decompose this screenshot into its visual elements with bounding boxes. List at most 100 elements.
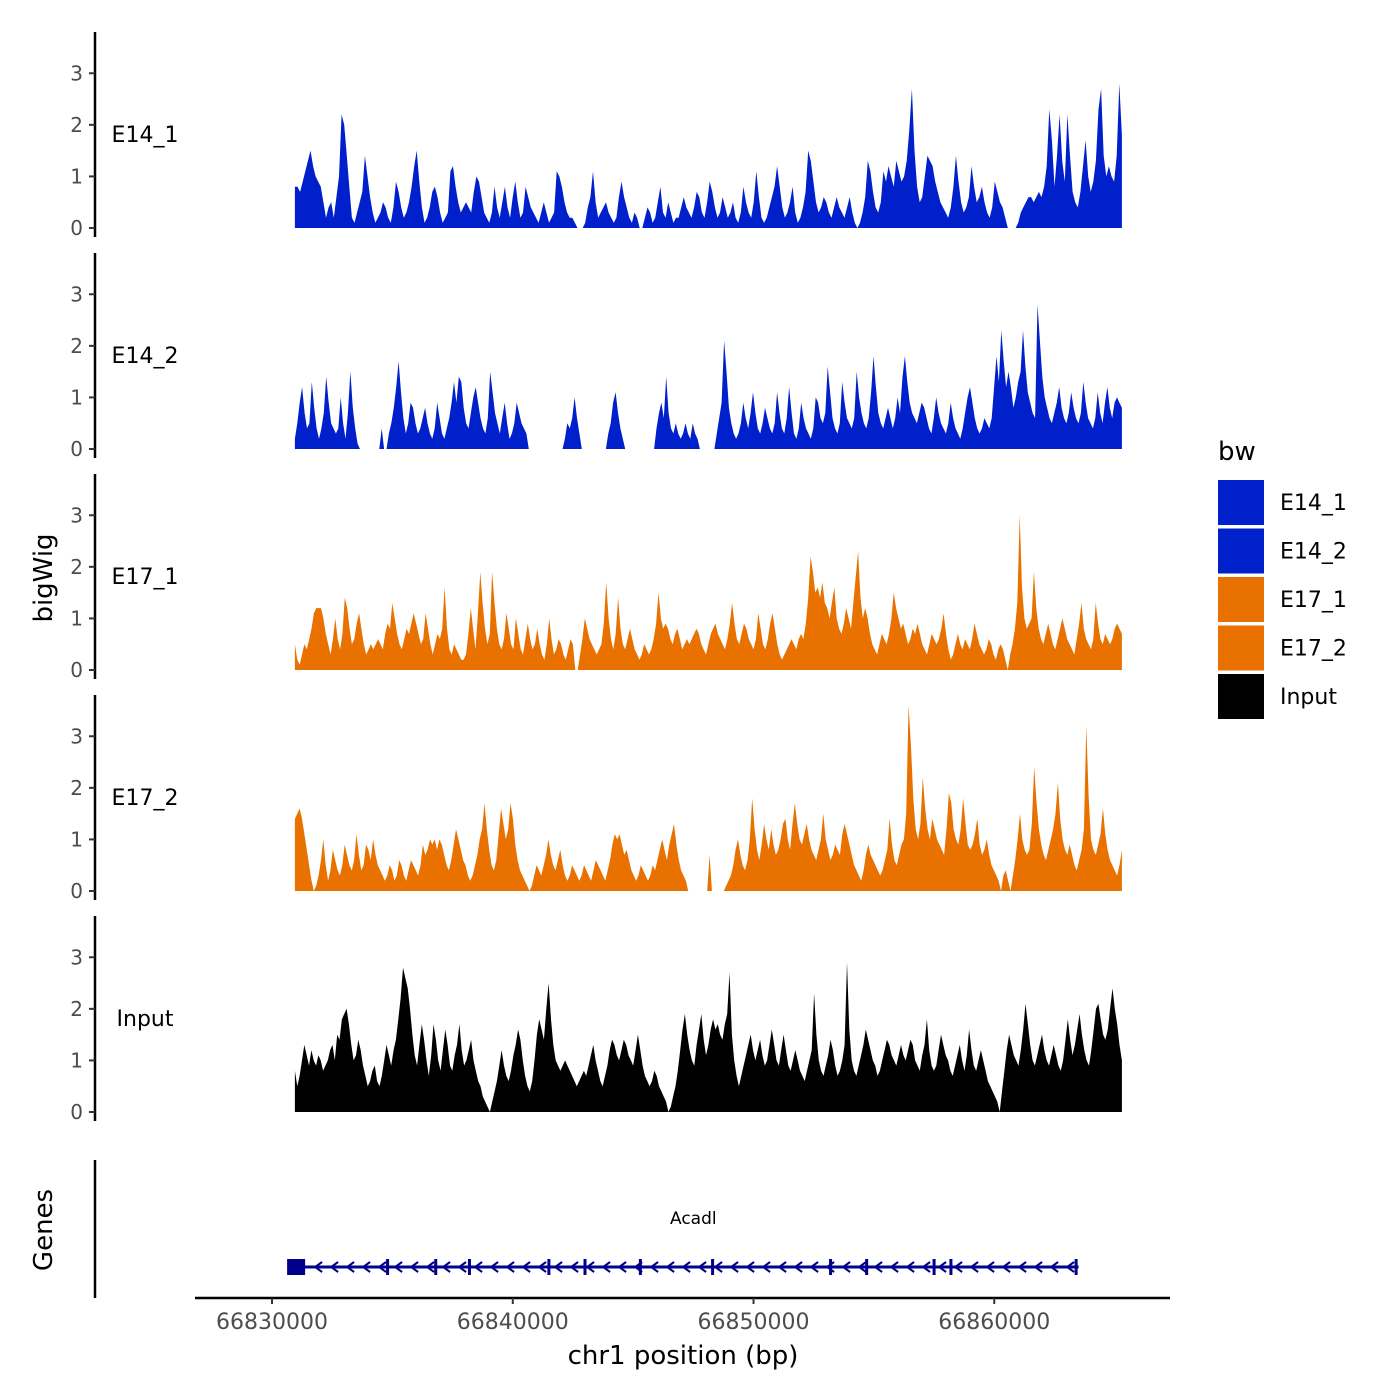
y-tick-label: 1	[70, 385, 83, 409]
area-E14_1	[294, 83, 1122, 228]
y-tick-label: 1	[70, 827, 83, 851]
strand-arrow	[969, 1261, 979, 1273]
track-label: Input	[117, 1007, 174, 1032]
track-label: E17_2	[112, 786, 179, 811]
y-tick-label: 0	[70, 658, 83, 682]
legend-swatch	[1218, 674, 1264, 719]
track-label: E14_2	[112, 344, 179, 369]
strand-arrow	[649, 1261, 659, 1273]
area-E17_2	[294, 705, 1122, 891]
y-tick-label: 3	[70, 724, 83, 748]
strand-arrow	[361, 1261, 371, 1273]
y-tick-label: 0	[70, 1100, 83, 1124]
exon	[711, 1259, 715, 1275]
strand-arrow	[985, 1261, 995, 1273]
legend-swatch	[1218, 528, 1264, 574]
exon	[932, 1259, 936, 1275]
strand-arrow	[921, 1261, 931, 1273]
strand-arrow	[553, 1261, 563, 1273]
legend-swatch	[1218, 480, 1264, 525]
legend-label: E17_1	[1280, 588, 1347, 613]
strand-arrow	[457, 1261, 467, 1273]
strand-arrow	[409, 1261, 419, 1273]
strand-arrow	[665, 1261, 675, 1273]
strand-arrow	[329, 1261, 339, 1273]
strand-arrow	[793, 1261, 803, 1273]
y-tick-label: 0	[70, 437, 83, 461]
exon	[434, 1259, 438, 1275]
exon	[287, 1259, 306, 1275]
legend-label: E14_1	[1280, 491, 1347, 516]
strand-arrow	[377, 1261, 387, 1273]
strand-arrow	[601, 1261, 611, 1273]
track-panels: 0 1 2 3 E14_1 0 1 2 3 E14_2 0 1 2 3 E17_1 0 1 2 3 E17_2 0 1 2 3…	[70, 32, 1122, 1124]
x-tick-label: 66850000	[698, 1310, 810, 1335]
y-tick-label: 2	[70, 776, 83, 800]
strand-arrow	[313, 1261, 323, 1273]
strand-arrow	[777, 1261, 787, 1273]
y-tick-label: 3	[70, 282, 83, 306]
strand-arrow	[473, 1261, 483, 1273]
strand-arrow	[425, 1261, 435, 1273]
y-tick-label: 2	[70, 555, 83, 579]
y-tick-label: 2	[70, 334, 83, 358]
strand-arrow	[537, 1261, 547, 1273]
legend-swatch	[1218, 625, 1264, 671]
legend-title: bw	[1218, 437, 1256, 467]
exon	[547, 1259, 551, 1275]
strand-arrow	[713, 1261, 723, 1273]
strand-arrow	[841, 1261, 851, 1273]
strand-arrow	[873, 1261, 883, 1273]
strand-arrow	[953, 1261, 963, 1273]
track-E17_2: 0 1 2 3 E17_2	[70, 695, 1122, 903]
strand-arrow	[729, 1261, 739, 1273]
y-tick-label: 1	[70, 164, 83, 188]
x-tick-label: 66840000	[457, 1310, 569, 1335]
strand-arrow	[681, 1261, 691, 1273]
strand-arrow	[889, 1261, 899, 1273]
strand-arrow	[441, 1261, 451, 1273]
area-E17_1	[294, 515, 1122, 670]
track-label: E17_1	[112, 565, 179, 590]
exon	[467, 1259, 471, 1275]
y-tick-label: 2	[70, 113, 83, 137]
x-tick-label: 66830000	[216, 1310, 328, 1335]
track-E17_1: 0 1 2 3 E17_1	[70, 474, 1122, 682]
y-tick-label: 3	[70, 945, 83, 969]
exon	[386, 1259, 390, 1275]
strand-arrow	[393, 1261, 403, 1273]
strand-arrow	[1017, 1261, 1027, 1273]
y-tick-label: 1	[70, 606, 83, 630]
y-tick-label: 3	[70, 503, 83, 527]
strand-arrow	[745, 1261, 755, 1273]
strand-arrow	[1033, 1261, 1043, 1273]
exon	[865, 1259, 869, 1275]
strand-arrow	[505, 1261, 515, 1273]
strand-arrow	[569, 1261, 579, 1273]
x-axis: 66830000 66840000 66850000 66860000	[195, 1296, 1170, 1335]
y-tick-label: 1	[70, 1048, 83, 1072]
legend: bw E14_1 E14_2 E17_1 E17_2 Input	[1218, 437, 1347, 719]
legend-swatch	[1218, 577, 1264, 622]
track-Input: 0 1 2 3 Input	[70, 916, 1122, 1124]
y-tick-label: 2	[70, 997, 83, 1021]
strand-arrow	[937, 1261, 947, 1273]
track-E14_1: 0 1 2 3 E14_1	[70, 32, 1122, 240]
y-tick-label: 0	[70, 216, 83, 240]
y-tick-label: 3	[70, 61, 83, 85]
exon	[583, 1259, 587, 1275]
strand-arrow	[761, 1261, 771, 1273]
strand-arrow	[521, 1261, 531, 1273]
y-tick-label: 0	[70, 879, 83, 903]
genes-panel: Acadl	[93, 1160, 1079, 1298]
strand-arrow	[617, 1261, 627, 1273]
strand-arrow	[585, 1261, 595, 1273]
x-tick-label: 66860000	[938, 1310, 1050, 1335]
gene-name-label: Acadl	[670, 1209, 717, 1229]
x-axis-title: chr1 position (bp)	[568, 1341, 799, 1371]
track-label: E14_1	[112, 123, 179, 148]
strand-arrow	[905, 1261, 915, 1273]
area-E14_2	[294, 304, 1122, 449]
strand-arrow	[1065, 1261, 1075, 1273]
